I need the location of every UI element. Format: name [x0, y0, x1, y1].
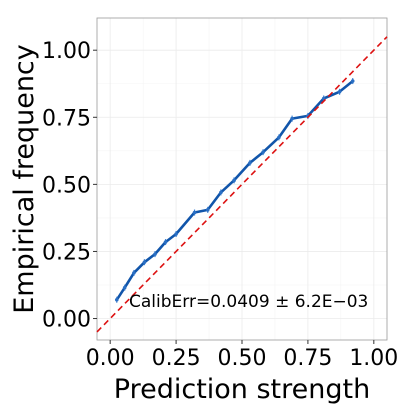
perfect-calibration-line	[96, 36, 388, 333]
data-point	[163, 240, 168, 244]
y-tick-label: 0.75	[42, 106, 91, 131]
y-tick-label: 0.00	[42, 308, 91, 333]
x-axis-title: Prediction strength	[114, 374, 370, 405]
x-tick-label: 0.75	[283, 346, 332, 371]
y-tick-label: 0.50	[42, 173, 91, 198]
data-point	[219, 190, 223, 195]
data-point	[350, 79, 355, 83]
data-point	[290, 116, 294, 121]
data-point	[114, 297, 119, 302]
data-point	[122, 285, 127, 290]
series-layer	[96, 36, 388, 333]
tick-marks	[93, 49, 375, 344]
data-point	[174, 232, 178, 236]
data-point	[261, 150, 265, 154]
calibration-error-annotation: CalibErr=0.0409 ± 6.2E−03	[129, 292, 368, 312]
data-point	[132, 271, 136, 275]
grid	[97, 18, 387, 340]
x-tick-label: 1.00	[349, 346, 398, 371]
y-tick-label: 1.00	[42, 39, 91, 64]
x-tick-label: 0.25	[152, 346, 201, 371]
data-point	[205, 208, 210, 212]
y-axis-title: Empirical frequency	[9, 44, 40, 314]
data-point	[153, 252, 157, 256]
data-point	[277, 135, 281, 140]
data-point	[248, 161, 252, 165]
tick-labels: 0.00 0.25 0.50 0.75 1.00 0.00 0.25 0.50 0.75 1.00	[42, 39, 398, 371]
x-tick-label: 0.50	[218, 346, 267, 371]
y-tick-label: 0.25	[42, 240, 91, 265]
data-point	[192, 210, 197, 215]
data-point	[142, 260, 147, 264]
data-point	[337, 89, 342, 94]
x-tick-label: 0.00	[86, 346, 135, 371]
data-point	[232, 178, 236, 183]
